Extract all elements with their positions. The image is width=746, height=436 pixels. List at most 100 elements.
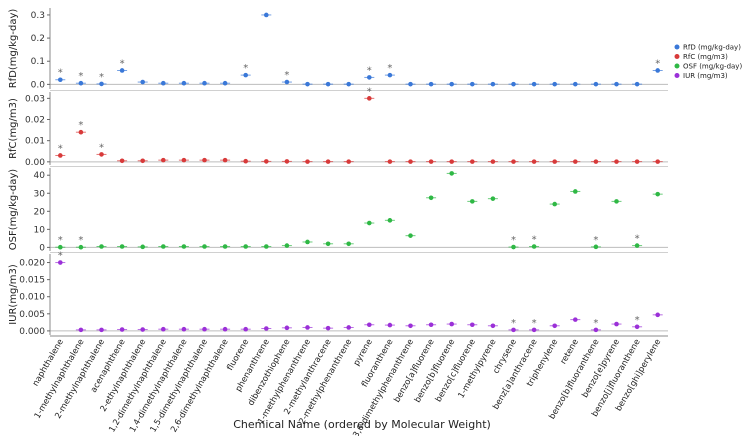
- significance-marker: *: [284, 70, 289, 81]
- data-point: [614, 159, 619, 164]
- significance-marker: *: [532, 318, 537, 329]
- significance-marker: *: [635, 234, 640, 245]
- panel-rfc: 0.00 0.01 0.02 0.03 RfC(mg/m3) * * * *: [8, 86, 668, 168]
- data-point: [58, 153, 63, 158]
- data-point: [140, 158, 145, 164]
- data-point: [305, 159, 310, 164]
- data-point: [428, 322, 434, 328]
- data-point: [593, 159, 599, 164]
- data-point: [140, 327, 145, 332]
- data-point: [408, 323, 413, 329]
- data-point: [161, 80, 166, 86]
- data-point: [634, 243, 640, 248]
- y-tick-label: 30: [34, 189, 46, 199]
- data-point: [325, 159, 331, 164]
- y-tick-label: 0.020: [19, 259, 45, 269]
- significance-marker: *: [58, 251, 63, 262]
- significance-marker: *: [367, 86, 372, 97]
- data-point: [387, 159, 393, 164]
- significance-marker: *: [78, 235, 83, 246]
- significance-marker: *: [367, 65, 372, 76]
- data-point: [634, 159, 640, 164]
- data-point: [449, 81, 455, 87]
- y-tick-label: 0.00: [25, 158, 45, 168]
- data-point: [634, 324, 640, 330]
- significance-marker: *: [243, 63, 248, 74]
- data-point: [408, 159, 413, 164]
- data-point: [593, 244, 599, 250]
- data-point: [593, 81, 599, 87]
- data-point: [78, 327, 84, 333]
- y-tick-label: 0.01: [25, 137, 45, 147]
- data-point: [428, 81, 434, 87]
- panel-rfd: 0.0 0.1 0.2 0.3 RfD(mg/kg-day) * * * * * * * * *: [8, 8, 668, 91]
- y-tick-label: 0.02: [25, 116, 45, 126]
- data-point: [305, 325, 310, 330]
- data-point: [305, 239, 310, 245]
- data-point: [325, 81, 331, 87]
- legend-label: OSF (mg/kg-day): [683, 63, 742, 71]
- y-axis-label: RfD(mg/kg-day): [8, 9, 19, 89]
- legend-marker: [674, 63, 680, 69]
- data-point: [614, 199, 619, 204]
- data-point: [243, 72, 248, 78]
- y-axis-label: OSF(mg/kg-day): [8, 169, 19, 250]
- data-point: [99, 81, 104, 87]
- data-point: [573, 317, 578, 322]
- y-tick-label: 10: [34, 225, 46, 235]
- data-point: [181, 244, 187, 249]
- significance-marker: *: [511, 318, 516, 329]
- significance-marker: *: [387, 63, 392, 74]
- data-point: [58, 244, 63, 250]
- data-point: [655, 312, 660, 318]
- data-point: [99, 327, 104, 333]
- legend-label: RfD (mg/kg-day): [683, 44, 741, 52]
- data-point: [78, 129, 84, 135]
- legend-marker: [674, 44, 680, 50]
- significance-marker: *: [58, 235, 63, 246]
- data-point: [325, 241, 331, 247]
- data-point: [58, 260, 63, 265]
- significance-marker: *: [78, 120, 83, 131]
- data-point: [161, 244, 166, 249]
- data-point: [181, 80, 187, 86]
- data-point: [284, 243, 290, 248]
- data-point: [531, 327, 537, 333]
- y-tick-label: 20: [34, 207, 46, 217]
- data-point: [264, 12, 269, 18]
- data-point: [593, 327, 599, 333]
- data-point: [119, 244, 125, 249]
- data-point: [531, 159, 537, 164]
- data-point: [490, 159, 496, 164]
- data-point: [78, 80, 84, 86]
- x-category-label: retene: [558, 337, 580, 366]
- data-point: [99, 152, 104, 157]
- data-point: [58, 77, 63, 83]
- data-point: [634, 81, 640, 87]
- data-point: [573, 159, 578, 164]
- data-point: [264, 244, 269, 249]
- data-point: [470, 322, 475, 328]
- data-point: [346, 81, 352, 87]
- data-point: [573, 189, 578, 194]
- data-point: [449, 321, 455, 327]
- legend-marker: [674, 73, 680, 78]
- y-tick-label: 0.3: [31, 11, 45, 21]
- data-point: [552, 159, 557, 164]
- y-tick-label: 0.03: [25, 94, 45, 104]
- data-point: [428, 195, 434, 201]
- data-point: [284, 159, 290, 164]
- y-tick-label: 0: [39, 243, 45, 253]
- data-point: [140, 79, 145, 85]
- data-point: [78, 244, 84, 250]
- data-point: [202, 326, 207, 332]
- data-point: [531, 81, 537, 87]
- significance-marker: *: [58, 143, 63, 154]
- data-point: [202, 157, 207, 163]
- data-point: [222, 157, 228, 163]
- data-point: [140, 244, 145, 250]
- data-point: [511, 327, 516, 333]
- data-point: [470, 199, 475, 204]
- data-point: [511, 159, 516, 164]
